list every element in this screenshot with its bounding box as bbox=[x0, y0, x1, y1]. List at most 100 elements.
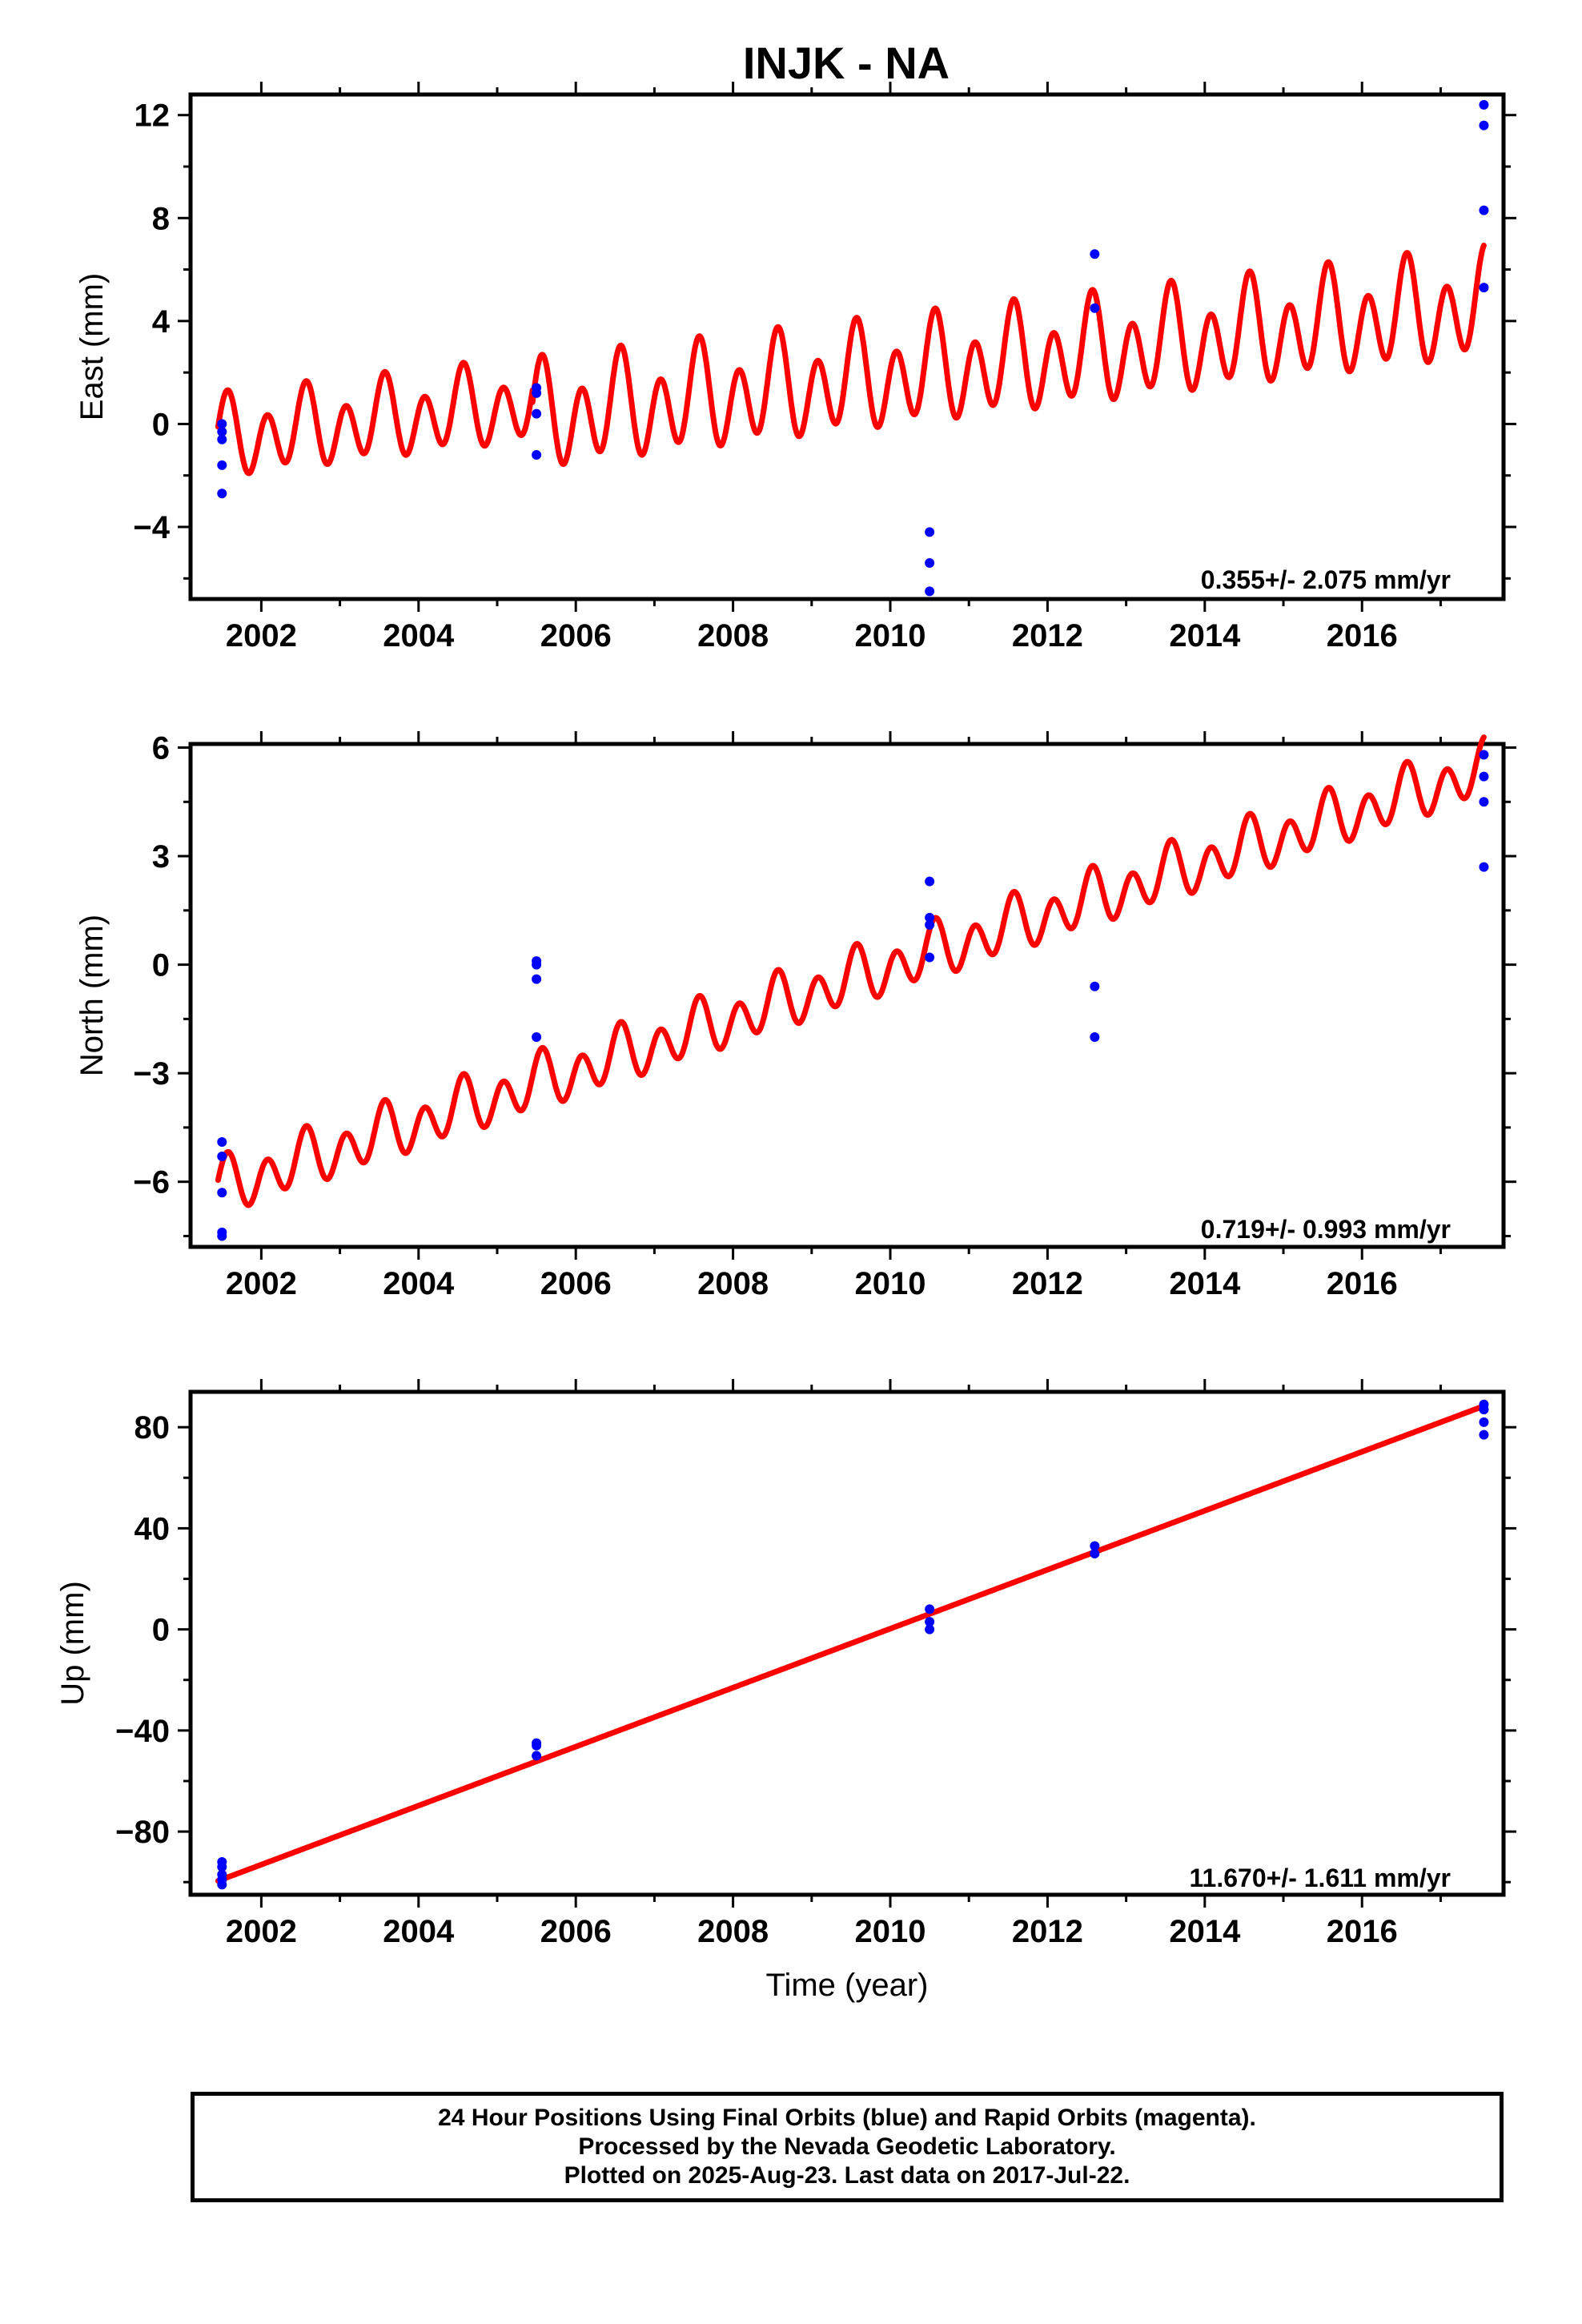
north-data-point bbox=[925, 952, 935, 963]
north-data-point bbox=[925, 876, 935, 887]
east-data-point bbox=[532, 450, 542, 460]
north-data-point bbox=[217, 1188, 227, 1198]
up-x-tick-label: 2002 bbox=[226, 1914, 297, 1949]
east-data-point bbox=[1479, 99, 1489, 110]
east-axis-label: East (mm) bbox=[74, 273, 110, 420]
north-data-point bbox=[1090, 1031, 1100, 1042]
up-y-tick-label: 40 bbox=[135, 1511, 171, 1546]
panel-east: East (mm) 2002 2004 2006 2008 2010 2012 2014 20… bbox=[74, 82, 1516, 653]
east-y-tick-label: −4 bbox=[133, 510, 170, 545]
up-y-tick-label: 80 bbox=[135, 1410, 171, 1445]
east-y-tick-label: 8 bbox=[152, 201, 170, 236]
up-x-tick-label: 2014 bbox=[1169, 1914, 1241, 1949]
up-data-point bbox=[1479, 1429, 1489, 1440]
north-data-point bbox=[217, 1152, 227, 1162]
up-plot-frame bbox=[188, 1389, 1506, 1897]
north-data-point bbox=[217, 1136, 227, 1147]
up-data-point bbox=[217, 1880, 227, 1890]
east-x-tick-label: 2012 bbox=[1012, 618, 1083, 653]
north-plot-frame bbox=[188, 742, 1506, 1249]
east-x-tick-label: 2016 bbox=[1327, 618, 1398, 653]
east-data-point bbox=[217, 460, 227, 470]
north-rate-label: 0.719+/- 0.993 mm/yr bbox=[1201, 1215, 1451, 1244]
north-data-point bbox=[1479, 797, 1489, 807]
north-fit-curve-0 bbox=[215, 734, 1487, 1208]
north-x-tick-label: 2002 bbox=[226, 1266, 297, 1301]
up-data-point bbox=[532, 1740, 542, 1751]
east-y-tick-label: 12 bbox=[135, 99, 171, 134]
up-axis-label: Up (mm) bbox=[55, 1581, 90, 1706]
up-data-point bbox=[1090, 1548, 1100, 1558]
figure-title: INJK - NA bbox=[743, 38, 950, 88]
north-x-tick-label: 2006 bbox=[540, 1266, 612, 1301]
north-data-point bbox=[925, 912, 935, 923]
east-x-tick-label: 2002 bbox=[226, 618, 297, 653]
north-data-point bbox=[925, 919, 935, 930]
east-data-point bbox=[925, 527, 935, 537]
north-x-tick-label: 2008 bbox=[697, 1266, 769, 1301]
up-fit-curve-0 bbox=[215, 1403, 1487, 1884]
up-data-point bbox=[925, 1624, 935, 1634]
up-x-tick-label: 2010 bbox=[855, 1914, 926, 1949]
east-data-point bbox=[217, 419, 227, 429]
east-data-point bbox=[925, 558, 935, 568]
north-data-point bbox=[1479, 750, 1489, 760]
up-data-point bbox=[217, 1862, 227, 1872]
north-data-point bbox=[532, 1031, 542, 1042]
footer-line-3: Plotted on 2025-Aug-23. Last data on 201… bbox=[564, 2162, 1130, 2189]
up-rate-label: 11.670+/- 1.611 mm/yr bbox=[1190, 1864, 1451, 1892]
east-data-point bbox=[1090, 303, 1100, 313]
north-x-tick-label: 2014 bbox=[1169, 1266, 1241, 1301]
up-data-point bbox=[1479, 1405, 1489, 1415]
north-x-tick-label: 2012 bbox=[1012, 1266, 1083, 1301]
east-data-point bbox=[532, 388, 542, 398]
east-fit-curve-1 bbox=[529, 243, 1487, 468]
time-axis-label: Time (year) bbox=[766, 1968, 929, 2003]
north-x-tick-label: 2016 bbox=[1327, 1266, 1398, 1301]
east-data-point bbox=[217, 434, 227, 444]
up-y-tick-label: 0 bbox=[152, 1613, 170, 1648]
footer-line-1: 24 Hour Positions Using Final Orbits (bl… bbox=[438, 2105, 1256, 2131]
east-data-point bbox=[217, 427, 227, 437]
north-data-point bbox=[217, 1231, 227, 1241]
north-x-tick-label: 2004 bbox=[383, 1266, 455, 1301]
up-data-point bbox=[532, 1751, 542, 1761]
north-y-tick-label: 0 bbox=[152, 948, 170, 983]
east-x-tick-label: 2014 bbox=[1169, 618, 1241, 653]
east-data-point bbox=[532, 408, 542, 419]
north-data-point bbox=[1479, 862, 1489, 872]
up-x-tick-label: 2004 bbox=[383, 1914, 455, 1949]
up-data-point bbox=[1479, 1417, 1489, 1427]
east-x-tick-label: 2004 bbox=[383, 618, 455, 653]
footer-line-2: Processed by the Nevada Geodetic Laborat… bbox=[578, 2133, 1116, 2160]
north-data-point bbox=[532, 959, 542, 970]
east-y-tick-label: 0 bbox=[152, 407, 170, 442]
east-data-point bbox=[1479, 205, 1489, 215]
east-plot-frame bbox=[188, 92, 1506, 601]
east-fit-curve-0 bbox=[215, 360, 536, 476]
up-y-tick-label: −40 bbox=[115, 1714, 170, 1749]
north-data-point bbox=[1090, 981, 1100, 991]
east-data-point bbox=[1090, 249, 1100, 259]
east-x-tick-label: 2010 bbox=[855, 618, 926, 653]
north-data-point bbox=[532, 974, 542, 984]
up-x-tick-label: 2006 bbox=[540, 1914, 612, 1949]
east-data-point bbox=[1479, 283, 1489, 293]
east-data-point bbox=[1479, 120, 1489, 131]
east-y-tick-label: 4 bbox=[152, 304, 171, 340]
up-x-tick-label: 2012 bbox=[1012, 1914, 1083, 1949]
north-y-tick-label: −3 bbox=[133, 1056, 170, 1092]
up-data-point bbox=[925, 1604, 935, 1614]
north-y-tick-label: −6 bbox=[133, 1165, 170, 1200]
north-y-tick-label: 3 bbox=[152, 839, 170, 875]
north-data-point bbox=[1479, 771, 1489, 782]
east-x-tick-label: 2006 bbox=[540, 618, 612, 653]
north-x-tick-label: 2010 bbox=[855, 1266, 926, 1301]
east-data-point bbox=[217, 489, 227, 499]
footer-caption-box: 24 Hour Positions Using Final Orbits (bl… bbox=[191, 2092, 1504, 2202]
panel-up: Up (mm) Time (year) 2002 2004 2006 2008 2010… bbox=[55, 1379, 1516, 2003]
panel-north: North (mm) 2002 2004 2006 2008 2010 2012 2014 2… bbox=[74, 731, 1516, 1301]
east-data-point bbox=[925, 586, 935, 597]
up-data-point bbox=[1090, 1541, 1100, 1551]
